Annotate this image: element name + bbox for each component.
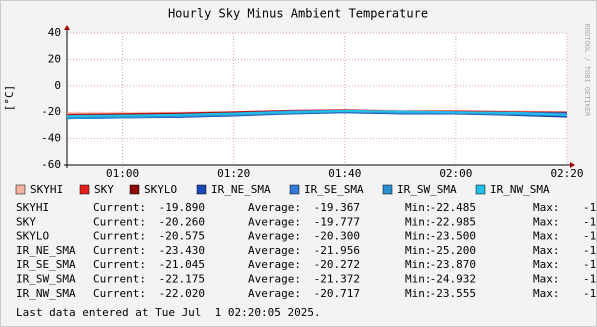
stats-value: -22.175	[159, 273, 205, 286]
stats-name: IR_SW_SMA	[16, 273, 76, 286]
stats-value: -1	[583, 230, 596, 243]
stats-label: Average:	[248, 287, 301, 300]
y-tick-label: 40	[48, 26, 61, 39]
stats-value: -22.485	[430, 201, 476, 214]
stats-label: Average:	[248, 201, 301, 214]
stats-value: -23.870	[430, 258, 476, 271]
stats-label: Max:	[533, 258, 560, 271]
y-tick-label: -20	[41, 105, 61, 118]
x-tick-label: 02:20	[550, 167, 583, 180]
stats-value: -22.020	[159, 287, 205, 300]
legend-swatch	[196, 184, 207, 195]
stats-label: Max:	[533, 215, 560, 228]
x-tick-label: 02:00	[439, 167, 472, 180]
legend-swatch	[475, 184, 486, 195]
stats-value: -21.045	[159, 258, 205, 271]
stats-label: Current:	[93, 215, 146, 228]
stats-name: IR_NE_SMA	[16, 244, 76, 257]
stats-label: Max:	[533, 201, 560, 214]
legend-swatch	[129, 184, 140, 195]
stats-value: -25.200	[430, 244, 476, 257]
stats-label: Average:	[248, 258, 301, 271]
y-tick-label: 0	[54, 79, 61, 92]
stats-name: SKYLO	[16, 230, 49, 243]
stats-label: Average:	[248, 215, 301, 228]
stats-name: SKY	[16, 215, 36, 228]
stats-label: Max:	[533, 244, 560, 257]
stats-value: -23.430	[159, 244, 205, 257]
footer: Last data entered at Tue Jul 1 02:20:05 …	[16, 306, 321, 319]
stats-value: -1	[583, 287, 596, 300]
stats-value: -22.985	[430, 215, 476, 228]
stats-value: -20.575	[159, 230, 205, 243]
y-tick-label: -40	[41, 132, 61, 145]
x-tick-label: 01:00	[106, 167, 139, 180]
stats-label: Current:	[93, 258, 146, 271]
stats-label: Current:	[93, 244, 146, 257]
stats-value: -19.367	[314, 201, 360, 214]
legend-swatch	[15, 184, 26, 195]
stats-label: Max:	[533, 287, 560, 300]
legend-label: IR_SE_SMA	[304, 183, 364, 196]
legend-swatch	[289, 184, 300, 195]
axis-arrow	[570, 162, 575, 168]
stats-value: -21.956	[314, 244, 360, 257]
plot-area	[67, 33, 567, 165]
stats-value: -24.932	[430, 273, 476, 286]
stats-label: Min:	[405, 258, 432, 271]
stats-label: Min:	[405, 273, 432, 286]
stats-label: Average:	[248, 230, 301, 243]
legend-label: SKYLO	[144, 183, 177, 196]
legend-label: IR_NE_SMA	[211, 183, 271, 196]
stats-value: -20.260	[159, 215, 205, 228]
stats-value: -20.272	[314, 258, 360, 271]
stats-value: -20.300	[314, 230, 360, 243]
stats-name: SKYHI	[16, 201, 49, 214]
x-tick-label: 01:40	[328, 167, 361, 180]
stats-label: Min:	[405, 230, 432, 243]
stats-value: -20.717	[314, 287, 360, 300]
y-axis-label: [°C]	[3, 85, 16, 112]
y-tick-label: -60	[41, 158, 61, 171]
stats-value: -1	[583, 244, 596, 257]
axis-arrow	[64, 25, 70, 30]
stats-label: Current:	[93, 201, 146, 214]
stats-value: -23.500	[430, 230, 476, 243]
legend-label: IR_SW_SMA	[397, 183, 457, 196]
stats-label: Max:	[533, 273, 560, 286]
stats-label: Average:	[248, 244, 301, 257]
stats-label: Min:	[405, 215, 432, 228]
stats-label: Average:	[248, 273, 301, 286]
stats-label: Min:	[405, 287, 432, 300]
stats-label: Min:	[405, 201, 432, 214]
y-tick-label: 20	[48, 52, 61, 65]
stats-value: -21.372	[314, 273, 360, 286]
stats-label: Current:	[93, 273, 146, 286]
stats-name: IR_SE_SMA	[16, 258, 76, 271]
chart-title: Hourly Sky Minus Ambient Temperature	[168, 7, 428, 21]
stats-value: -1	[583, 201, 596, 214]
stats-value: -1	[583, 258, 596, 271]
stats-label: Current:	[93, 230, 146, 243]
stats-value: -1	[583, 273, 596, 286]
x-tick-label: 01:20	[217, 167, 250, 180]
stats-value: -19.890	[159, 201, 205, 214]
legend-label: SKY	[94, 183, 114, 196]
stats-label: Min:	[405, 244, 432, 257]
legend-label: IR_NW_SMA	[490, 183, 550, 196]
stats-value: -23.555	[430, 287, 476, 300]
stats-name: IR_NW_SMA	[16, 287, 76, 300]
series-line	[66, 109, 568, 118]
legend-label: SKYHI	[30, 183, 63, 196]
stats-label: Max:	[533, 230, 560, 243]
legend-swatch	[382, 184, 393, 195]
watermark: RRDTOOL / TOBI OETIKER	[583, 24, 591, 118]
legend-swatch	[79, 184, 90, 195]
stats-label: Current:	[93, 287, 146, 300]
stats-value: -19.777	[314, 215, 360, 228]
stats-value: -1	[583, 215, 596, 228]
